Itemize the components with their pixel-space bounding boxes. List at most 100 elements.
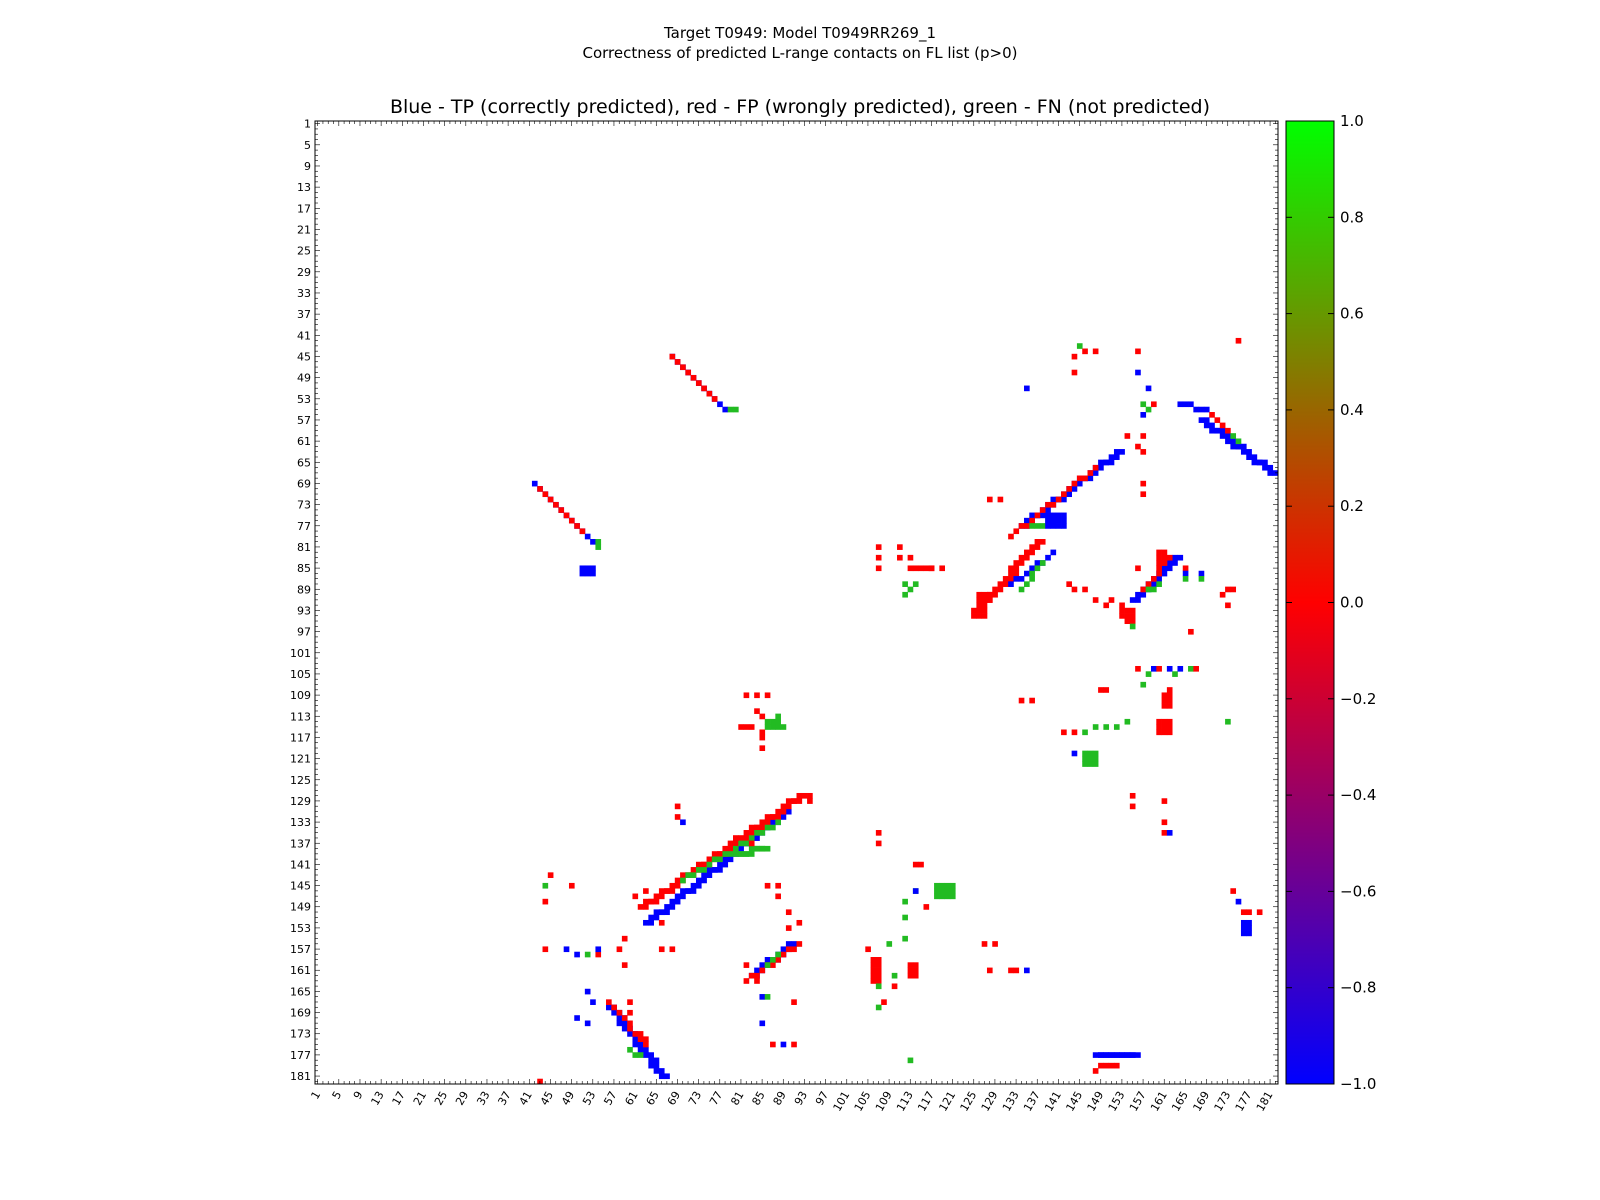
y-tick-label: 97 (297, 626, 311, 639)
contact-cell-tp (717, 867, 723, 873)
plot-frame (314, 120, 1279, 1085)
contact-cell-fp (759, 734, 766, 741)
contact-cell-fp (1061, 491, 1067, 498)
contact-cell-tp (1230, 438, 1237, 445)
colorbar-gradient (1285, 120, 1335, 1085)
contact-cell-fp (1092, 348, 1099, 355)
contact-cell-tp (1188, 401, 1194, 408)
x-tick-label: 45 (538, 1089, 556, 1108)
contact-cell-fn (939, 893, 945, 900)
contact-cell-fp (1161, 830, 1168, 836)
contact-cell-fp (1161, 703, 1168, 709)
contact-cell-fp (1225, 586, 1231, 593)
contact-cell-tp (637, 1041, 644, 1048)
contact-cell-tp (648, 1062, 654, 1069)
contact-cell-tp (574, 1015, 580, 1021)
contact-cell-tp (595, 946, 602, 953)
contact-cell-fp (759, 967, 766, 974)
contact-cell-tp (1055, 512, 1062, 519)
contact-cell-fp (754, 978, 760, 984)
contact-cell-fp (759, 824, 766, 831)
contact-cell-fp (717, 851, 723, 857)
contact-cell-fp (1029, 544, 1035, 550)
contact-cell-tp (1214, 427, 1221, 434)
contact-cell-fn (949, 888, 956, 894)
contact-cell-fn (701, 867, 707, 873)
contact-cell-fn (902, 581, 908, 587)
colorbar-tick-label: 0.6 (1340, 305, 1364, 323)
contact-cell-fp (637, 904, 644, 910)
x-tick-label: 121 (936, 1089, 958, 1114)
contact-cell-fp (981, 591, 988, 598)
contact-cell-fp (1246, 909, 1252, 916)
contact-cell-fp (912, 565, 919, 572)
contact-cell-fp (770, 962, 776, 968)
contact-cell-tp (563, 946, 570, 953)
contact-cell-tp (727, 856, 734, 863)
contact-cell-fn (1082, 755, 1088, 762)
contact-cell-fp (875, 967, 882, 974)
contact-cell-fp (733, 840, 739, 847)
x-tick-label: 149 (1085, 1089, 1107, 1114)
contact-cell-fp (1071, 353, 1078, 360)
contact-cell-fp (759, 729, 766, 736)
contact-cell-tp (1045, 523, 1051, 529)
contact-cell-tp (590, 570, 596, 577)
colorbar-tick-label: −0.6 (1340, 882, 1376, 900)
contact-cell-fp (870, 978, 877, 984)
contact-cell-fp (701, 861, 707, 868)
contact-cell-tp (1098, 459, 1104, 466)
contact-cell-fp (722, 845, 729, 852)
contact-cell-tp (643, 1046, 649, 1053)
contact-cell-fp (785, 798, 792, 804)
contact-cell-fn (743, 851, 750, 857)
x-tick-label: 173 (1212, 1089, 1234, 1114)
contact-cell-fp (891, 983, 898, 990)
contact-cell-tp (1177, 401, 1184, 408)
contact-cell-tp (1045, 517, 1051, 524)
contact-cell-fp (1219, 591, 1226, 598)
contact-cell-fn (727, 406, 734, 413)
contact-cell-fp (907, 972, 914, 979)
contact-cell-fp (907, 554, 914, 561)
x-tick-label: 97 (813, 1089, 831, 1108)
contact-cell-fp (1166, 554, 1173, 561)
contact-cell-fp (627, 1025, 633, 1032)
contact-cell-tp (1135, 597, 1141, 603)
contact-cell-tp (785, 808, 792, 815)
contact-cell-fn (738, 840, 744, 847)
contact-cell-tp (912, 888, 919, 894)
y-tick-label: 53 (297, 393, 311, 406)
contact-cell-tp (1262, 459, 1268, 466)
colorbar: 1.0 0.8 0.6 0.4 0.2 0.0 −0.2 −0.4 −0.6 −0.8 −1.0 (1285, 112, 1376, 1093)
contact-cell-fp (1166, 729, 1173, 736)
contact-cell-fn (1024, 581, 1030, 587)
contact-cell-fp (733, 835, 739, 841)
x-tick-label: 117 (915, 1089, 937, 1114)
contact-cell-tp (717, 401, 723, 408)
contact-cell-fp (1066, 581, 1072, 587)
contact-cell-tp (1235, 898, 1242, 905)
contact-cell-fp (674, 877, 681, 884)
contact-cell-fp (1024, 554, 1030, 561)
contact-cell-fp (875, 554, 882, 561)
contact-cell-fp (743, 692, 750, 699)
contact-cell-fp (1140, 449, 1147, 455)
plot-title: Blue - TP (correctly predicted), red - F… (390, 96, 1210, 118)
contact-cell-fp (637, 1036, 644, 1043)
y-tick-label: 117 (290, 731, 311, 744)
contact-cell-fp (875, 962, 882, 968)
contact-cell-fn (754, 845, 760, 852)
contact-cell-tp (1225, 433, 1231, 439)
contact-cell-fn (775, 951, 781, 958)
contact-cell-fp (743, 835, 750, 841)
x-tick-label: 81 (728, 1089, 746, 1108)
contact-cell-fp (1013, 565, 1020, 572)
contact-cell-tp (1246, 454, 1252, 460)
contact-cell-tp (1240, 925, 1247, 931)
contact-cell-tp (1267, 470, 1274, 476)
contact-cell-fp (796, 798, 803, 804)
contact-cell-fn (764, 845, 771, 852)
contact-cell-fp (1050, 501, 1057, 508)
x-tick-label: 153 (1106, 1089, 1128, 1114)
